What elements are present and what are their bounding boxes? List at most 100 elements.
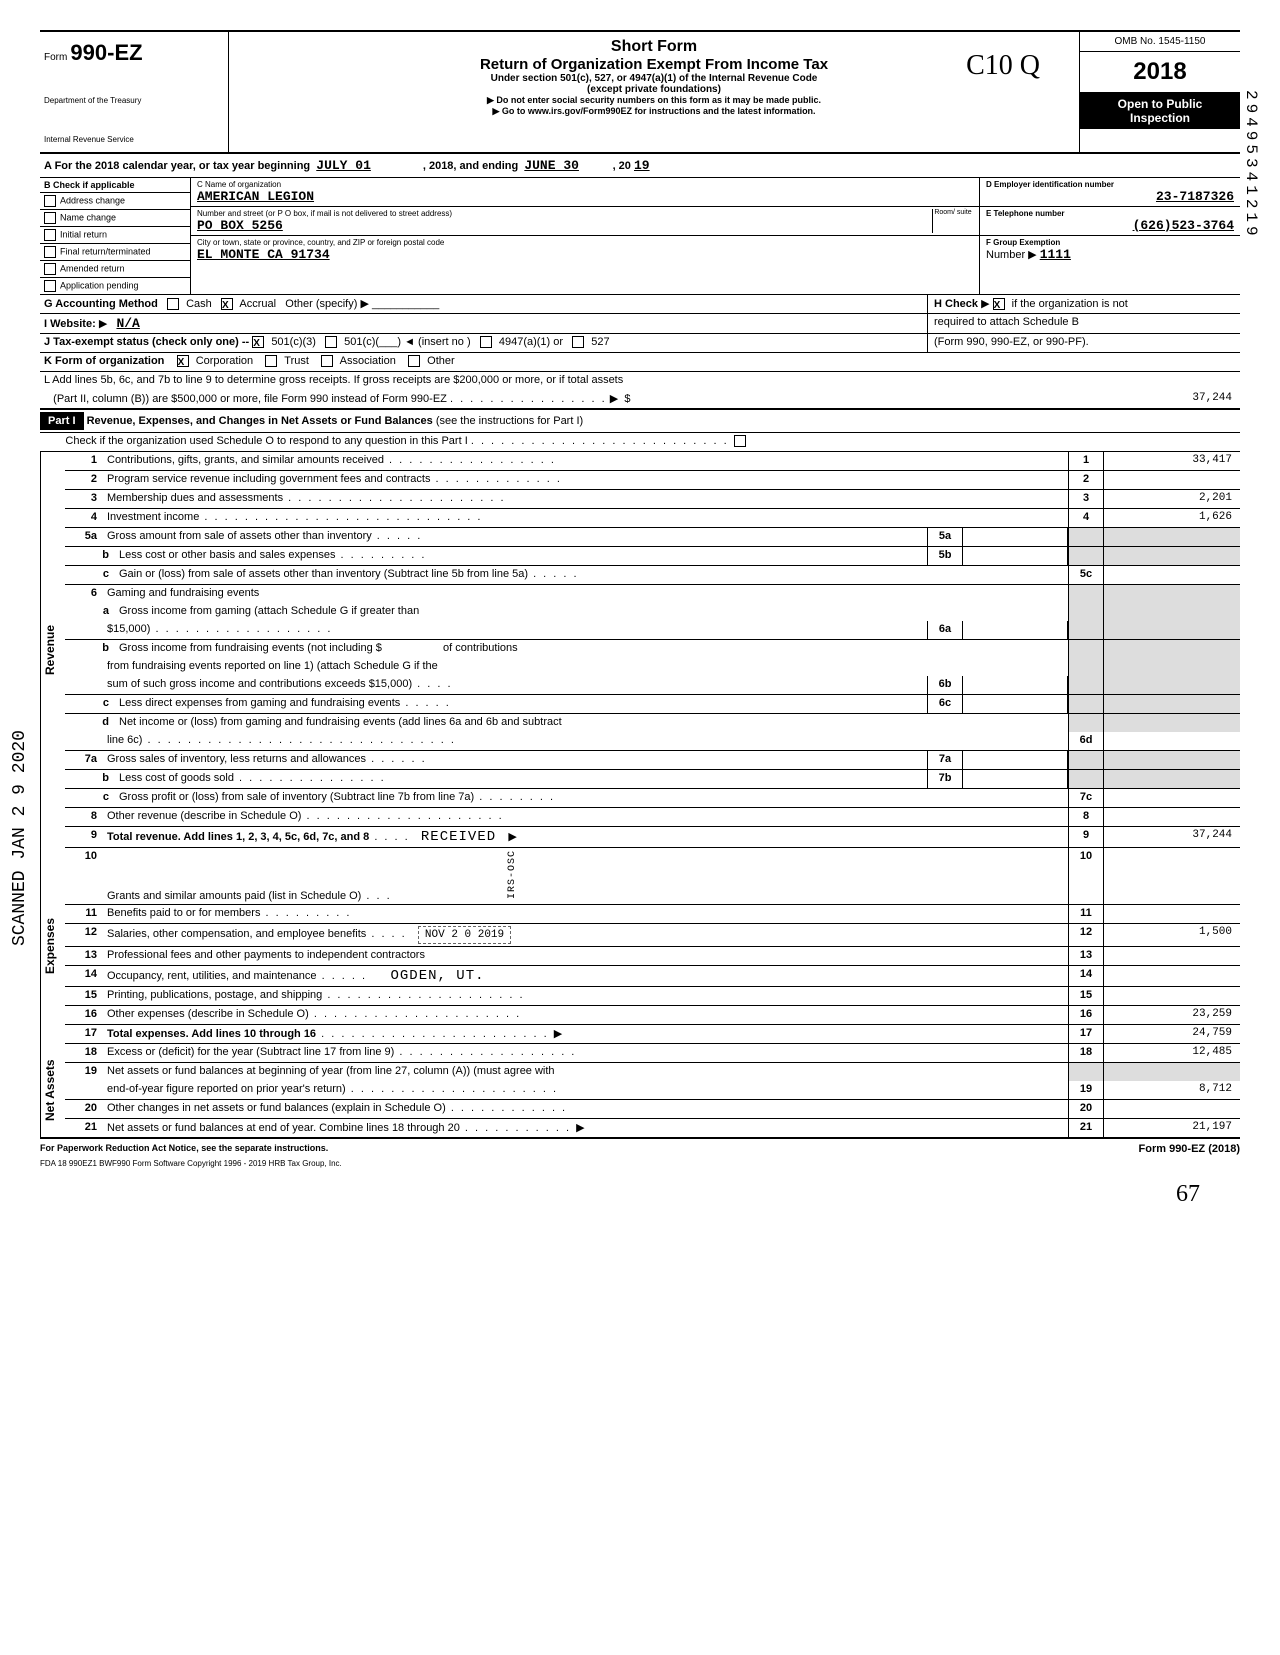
line-a-mid: , 2018, and ending: [423, 160, 518, 172]
line14-desc: Occupancy, rent, utilities, and maintena…: [107, 970, 317, 982]
expenses-label: Expenses: [40, 848, 65, 1044]
tax-year-end: JUNE 30: [524, 158, 579, 173]
line-h-text2: required to attach Schedule B: [934, 316, 1079, 328]
line5a-desc: Gross amount from sale of assets other t…: [107, 530, 372, 542]
tax-year-begin: JULY 01: [316, 158, 371, 173]
line11-desc: Benefits paid to or for members: [107, 907, 260, 919]
scanned-stamp: SCANNED JAN 2 9 2020: [10, 730, 30, 946]
chk-initial-return[interactable]: [44, 229, 56, 241]
line7a-desc: Gross sales of inventory, less returns a…: [107, 753, 366, 765]
footer-left: For Paperwork Reduction Act Notice, see …: [40, 1143, 328, 1155]
part1-check-text: Check if the organization used Schedule …: [65, 435, 467, 447]
line7c-desc: Gross profit or (loss) from sale of inve…: [119, 791, 474, 803]
line16-desc: Other expenses (describe in Schedule O): [107, 1008, 309, 1020]
footer-bottom: FDA 18 990EZ1 BWF990 Form Software Copyr…: [40, 1155, 1240, 1168]
lbl-501c: 501(c)(: [344, 336, 379, 348]
tax-year-endyear: 19: [634, 158, 650, 173]
chk-trust[interactable]: [265, 355, 277, 367]
line3-desc: Membership dues and assessments: [107, 492, 283, 504]
line12-amt: 1,500: [1103, 924, 1240, 946]
line5c-desc: Gain or (loss) from sale of assets other…: [119, 568, 528, 580]
line6d-desc2: line 6c): [107, 734, 142, 746]
line-i-label: I Website:: [44, 318, 96, 330]
line7c-amt: [1103, 789, 1240, 807]
line19-desc: Net assets or fund balances at beginning…: [107, 1065, 555, 1077]
handwritten-note: C10 Q: [966, 50, 1040, 82]
section-d-label: D Employer identification number: [986, 180, 1114, 189]
chk-name-change[interactable]: [44, 212, 56, 224]
return-title: Return of Organization Exempt From Incom…: [239, 56, 1069, 73]
line1-amt: 33,417: [1103, 452, 1240, 470]
lbl-initial-return: Initial return: [60, 229, 107, 239]
instruction-1: Do not enter social security numbers on …: [239, 95, 1069, 106]
line19-desc2: end-of-year figure reported on prior yea…: [107, 1083, 346, 1095]
chk-501c[interactable]: [325, 336, 337, 348]
addr-label: Number and street (or P O box, if mail i…: [197, 209, 932, 218]
chk-association[interactable]: [321, 355, 333, 367]
line21-amt: 21,197: [1103, 1119, 1240, 1137]
org-name: AMERICAN LEGION: [197, 189, 973, 204]
chk-application-pending[interactable]: [44, 280, 56, 292]
chk-schedule-o[interactable]: [734, 435, 746, 447]
lbl-cash: Cash: [186, 298, 212, 310]
line8-desc: Other revenue (describe in Schedule O): [107, 810, 301, 822]
line9-amt: 37,244: [1103, 827, 1240, 847]
line1-desc: Contributions, gifts, grants, and simila…: [107, 454, 384, 466]
line7b-desc: Less cost of goods sold: [119, 772, 234, 784]
line5b-desc: Less cost or other basis and sales expen…: [119, 549, 335, 561]
line10-desc: Grants and similar amounts paid (list in…: [107, 890, 361, 902]
line10-amt: [1103, 848, 1240, 904]
org-city: EL MONTE CA 91734: [197, 247, 973, 262]
line-l-text2: (Part II, column (B)) are $500,000 or mo…: [53, 393, 447, 405]
lbl-501c-b: ) ◄ (insert no ): [397, 336, 470, 348]
revenue-label: Revenue: [40, 452, 65, 848]
chk-schedule-b[interactable]: [993, 298, 1005, 310]
chk-4947[interactable]: [480, 336, 492, 348]
stamp-date: NOV 2 0 2019: [418, 926, 511, 944]
line15-amt: [1103, 987, 1240, 1005]
line6b1-desc2: of contributions: [443, 642, 518, 654]
lbl-other-org: Other: [427, 355, 455, 367]
chk-other-org[interactable]: [408, 355, 420, 367]
line6a-desc: Gross income from gaming (attach Schedul…: [119, 605, 419, 617]
website: N/A: [116, 316, 139, 331]
line-l-text1: L Add lines 5b, 6c, and 7b to line 9 to …: [40, 372, 1240, 390]
line2-amt: [1103, 471, 1240, 489]
line19-amt: 8,712: [1103, 1081, 1240, 1099]
form-number: 990-EZ: [70, 40, 142, 65]
line4-desc: Investment income: [107, 511, 199, 523]
line5c-amt: [1103, 566, 1240, 584]
line20-amt: [1103, 1100, 1240, 1118]
section-c-label: C Name of organization: [197, 180, 973, 189]
line6a-desc2: $15,000): [107, 623, 150, 635]
netassets-label: Net Assets: [40, 1044, 65, 1137]
line-h-text3: (Form 990, 990-EZ, or 990-PF).: [934, 336, 1089, 348]
lbl-name-change: Name change: [60, 212, 116, 222]
stamp-received: RECEIVED: [421, 829, 496, 845]
part1-label: Part I: [40, 412, 84, 430]
dept-treasury: Department of the Treasury: [44, 96, 224, 105]
instruction-2: Go to www.irs.gov/Form990EZ for instruct…: [239, 106, 1069, 117]
line6d-amt: [1103, 732, 1240, 750]
line20-desc: Other changes in net assets or fund bala…: [107, 1102, 446, 1114]
chk-501c3[interactable]: [252, 336, 264, 348]
line-a-suffix: , 20: [613, 160, 631, 172]
line-l-amount: 37,244: [1104, 390, 1240, 408]
line6b1-desc: Gross income from fundraising events (no…: [119, 642, 382, 654]
chk-corporation[interactable]: [177, 355, 189, 367]
line18-desc: Excess or (deficit) for the year (Subtra…: [107, 1046, 394, 1058]
omb-number: OMB No. 1545-1150: [1080, 32, 1240, 52]
line-g-label: G Accounting Method: [44, 298, 158, 310]
chk-address-change[interactable]: [44, 195, 56, 207]
lbl-accrual: Accrual: [239, 298, 276, 310]
form-prefix: Form: [44, 52, 67, 63]
chk-amended-return[interactable]: [44, 263, 56, 275]
lbl-association: Association: [340, 355, 396, 367]
lbl-amended-return: Amended return: [60, 263, 125, 273]
chk-final-return[interactable]: [44, 246, 56, 258]
chk-cash[interactable]: [167, 298, 179, 310]
line14-amt: [1103, 966, 1240, 986]
dept-irs: Internal Revenue Service: [44, 135, 224, 144]
chk-527[interactable]: [572, 336, 584, 348]
chk-accrual[interactable]: [221, 298, 233, 310]
